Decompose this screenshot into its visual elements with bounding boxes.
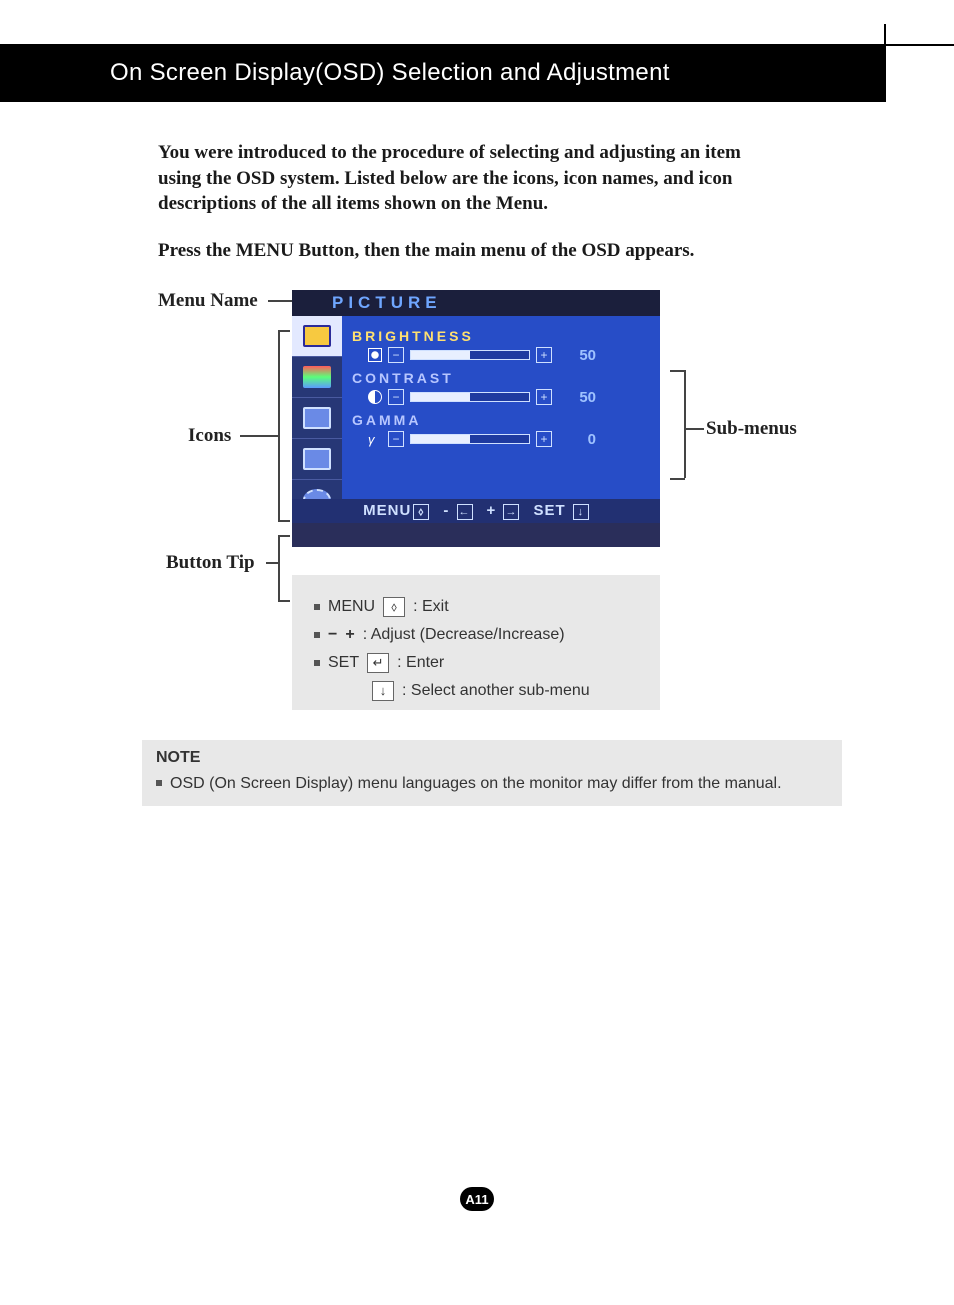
note-text: OSD (On Screen Display) menu languages o… bbox=[170, 772, 782, 796]
callout-icons: Icons bbox=[188, 425, 231, 447]
osd-item-label[interactable]: CONTRAST bbox=[352, 370, 650, 386]
down-key-icon: ↓ bbox=[573, 504, 589, 520]
connector-line bbox=[684, 370, 686, 478]
footer-menu-text: MENU bbox=[363, 502, 411, 519]
callout-sub-menus: Sub-menus bbox=[706, 418, 797, 440]
button-tips-box: MENU ⬨ : Exit − + : Adjust (Decrease/Inc… bbox=[292, 575, 660, 710]
footer-set-label: SET ↓ bbox=[533, 502, 588, 521]
osd-item-label[interactable]: BRIGHTNESS bbox=[352, 328, 650, 344]
connector-line bbox=[278, 520, 290, 522]
footer-plus: + → bbox=[487, 502, 520, 521]
intro-paragraph-1: You were introduced to the procedure of … bbox=[158, 140, 768, 217]
connector-line bbox=[278, 600, 290, 602]
tracking-icon bbox=[303, 448, 331, 470]
osd-slider-row: − + 50 bbox=[368, 346, 650, 364]
osd-icon-color[interactable] bbox=[292, 357, 342, 398]
gamma-icon: γ bbox=[368, 432, 382, 446]
plus-button[interactable]: + bbox=[536, 389, 552, 405]
connector-line bbox=[266, 562, 278, 564]
color-icon bbox=[303, 366, 331, 388]
bullet-icon bbox=[314, 604, 320, 610]
tip-select-text: : Select another sub-menu bbox=[402, 677, 590, 705]
osd-icon-tracking[interactable] bbox=[292, 439, 342, 480]
osd-item-label[interactable]: GAMMA bbox=[352, 412, 650, 428]
slider-value: 0 bbox=[566, 431, 596, 448]
tip-menu-label: MENU bbox=[328, 593, 375, 621]
osd-submenu-area: BRIGHTNESS − + 50 CONTRAST − + 50 GAMMA … bbox=[352, 328, 650, 454]
enter-key-icon: ↵ bbox=[367, 653, 389, 673]
connector-line bbox=[670, 370, 685, 372]
connector-line bbox=[240, 435, 278, 437]
menu-key-icon: ⬨ bbox=[413, 504, 429, 520]
tip-enter-text: : Enter bbox=[397, 649, 444, 677]
callout-menu-name: Menu Name bbox=[158, 290, 258, 312]
osd-icon-column bbox=[292, 316, 342, 523]
intro-paragraph-2: Press the MENU Button, then the main men… bbox=[158, 238, 768, 264]
minus-button[interactable]: − bbox=[388, 347, 404, 363]
footer-set-text: SET bbox=[533, 502, 565, 519]
page-title-bar: On Screen Display(OSD) Selection and Adj… bbox=[0, 44, 886, 102]
note-box: NOTE OSD (On Screen Display) menu langua… bbox=[142, 740, 842, 806]
slider-value: 50 bbox=[566, 347, 596, 364]
tip-set-label: SET bbox=[328, 649, 359, 677]
minus-button[interactable]: − bbox=[388, 389, 404, 405]
connector-line bbox=[268, 300, 292, 302]
tip-row: SET ↵ : Enter bbox=[314, 649, 642, 677]
page-title: On Screen Display(OSD) Selection and Adj… bbox=[110, 59, 670, 87]
connector-line bbox=[278, 330, 290, 332]
contrast-icon bbox=[368, 390, 382, 404]
minus-button[interactable]: − bbox=[388, 431, 404, 447]
down-key-icon: ↓ bbox=[372, 681, 394, 701]
tip-row: ↓ : Select another sub-menu bbox=[314, 677, 642, 705]
connector-line bbox=[278, 330, 280, 520]
tip-row: − + : Adjust (Decrease/Increase) bbox=[314, 621, 642, 649]
page-divider-vertical bbox=[884, 24, 886, 46]
plus-icon: + bbox=[345, 621, 354, 649]
callout-button-tip: Button Tip bbox=[166, 552, 255, 574]
osd-footer: MENU⬨ - ← + → SET ↓ bbox=[292, 499, 660, 523]
tip-adjust-text: : Adjust (Decrease/Increase) bbox=[363, 621, 565, 649]
connector-line bbox=[278, 535, 290, 537]
slider-fill bbox=[411, 393, 470, 401]
slider-track[interactable] bbox=[410, 350, 530, 360]
slider-fill bbox=[411, 351, 470, 359]
brightness-icon bbox=[368, 348, 382, 362]
plus-button[interactable]: + bbox=[536, 431, 552, 447]
connector-line bbox=[670, 478, 685, 480]
slider-track[interactable] bbox=[410, 392, 530, 402]
connector-line bbox=[278, 535, 280, 600]
osd-slider-row: γ − + 0 bbox=[368, 430, 650, 448]
bullet-icon bbox=[156, 780, 162, 786]
footer-minus: - ← bbox=[443, 502, 472, 521]
screen-icon bbox=[303, 407, 331, 429]
left-key-icon: ← bbox=[457, 504, 473, 520]
osd-body: BRIGHTNESS − + 50 CONTRAST − + 50 GAMMA … bbox=[292, 316, 660, 523]
footer-menu-label: MENU⬨ bbox=[363, 502, 429, 521]
osd-icon-screen[interactable] bbox=[292, 398, 342, 439]
slider-track[interactable] bbox=[410, 434, 530, 444]
minus-icon: − bbox=[328, 621, 337, 649]
slider-value: 50 bbox=[566, 389, 596, 406]
tip-exit-text: : Exit bbox=[413, 593, 449, 621]
tip-row: MENU ⬨ : Exit bbox=[314, 593, 642, 621]
note-heading: NOTE bbox=[156, 749, 200, 766]
bullet-icon bbox=[314, 632, 320, 638]
connector-line bbox=[684, 428, 704, 430]
osd-panel: PICTURE BRIGHTNESS − + 50 CONTRAST − bbox=[292, 290, 660, 547]
menu-key-icon: ⬨ bbox=[383, 597, 405, 617]
bullet-icon bbox=[314, 660, 320, 666]
right-key-icon: → bbox=[503, 504, 519, 520]
osd-menu-name: PICTURE bbox=[292, 290, 660, 316]
picture-icon bbox=[303, 325, 331, 347]
slider-fill bbox=[411, 435, 470, 443]
osd-icon-picture[interactable] bbox=[292, 316, 342, 357]
osd-slider-row: − + 50 bbox=[368, 388, 650, 406]
page-number: A11 bbox=[460, 1187, 494, 1211]
plus-button[interactable]: + bbox=[536, 347, 552, 363]
